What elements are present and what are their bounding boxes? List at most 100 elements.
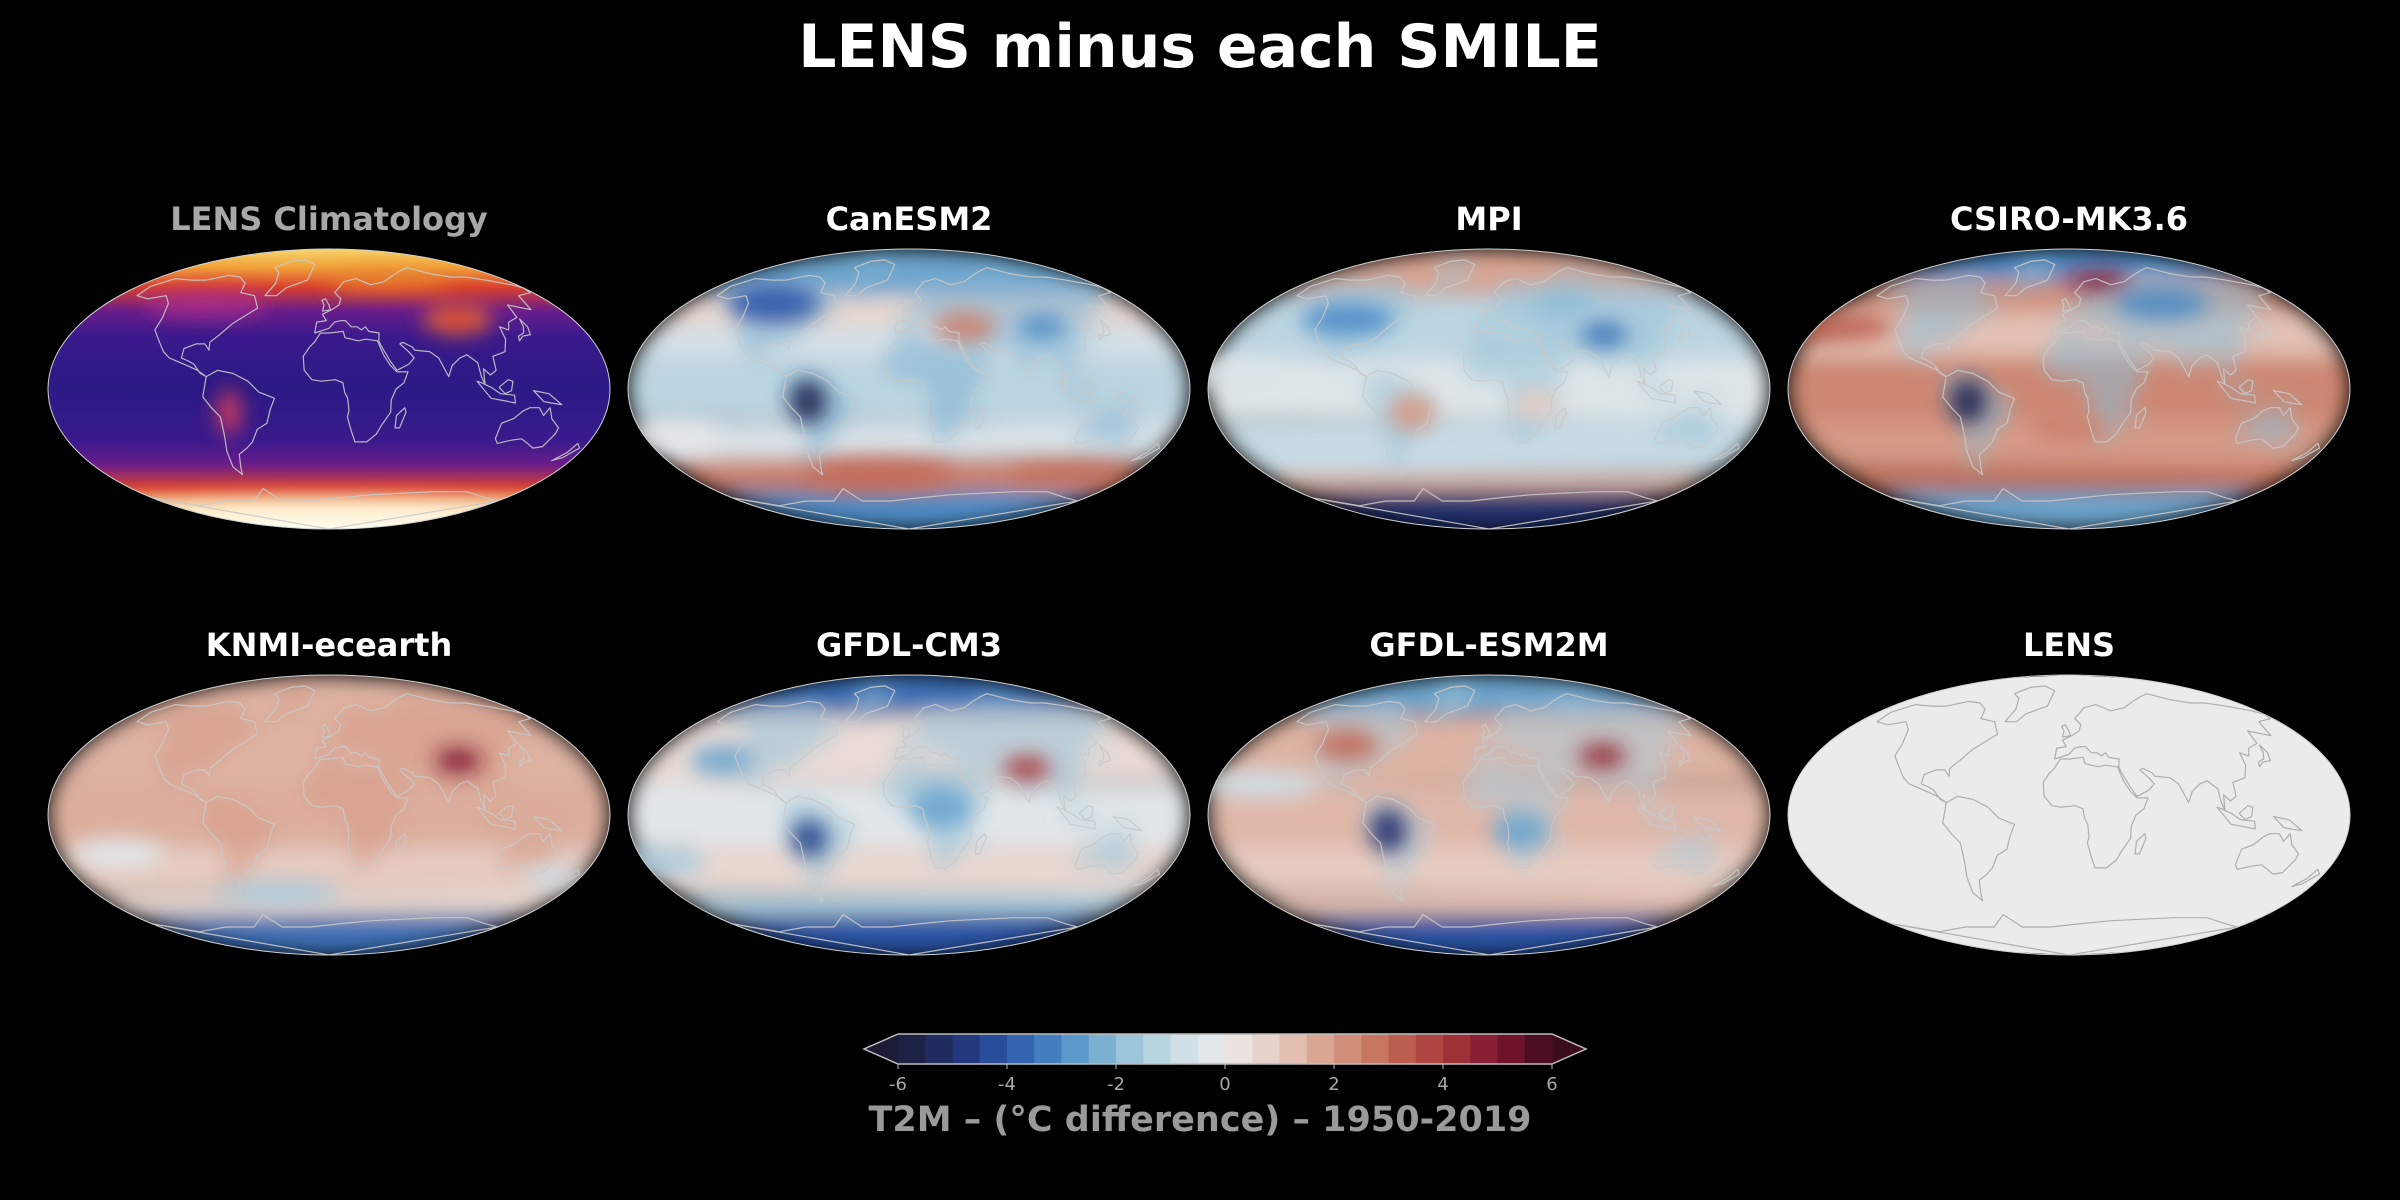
coastline-namerica [136, 274, 259, 378]
map-knmi-ecearth [47, 674, 611, 956]
coastline-newguinea [532, 816, 563, 832]
coastline-australia [1654, 407, 1720, 449]
coastline-antarctica [1891, 488, 2239, 529]
coastline-nz [1711, 442, 1741, 462]
map-csiro [1787, 248, 2351, 530]
colorbar-segment [1116, 1034, 1144, 1064]
colorbar-segment [1007, 1034, 1035, 1064]
coastline-samerica [202, 795, 276, 902]
coastline-japan [517, 318, 531, 342]
coastline-africa [2042, 330, 2149, 443]
colorbar-tick-label: -4 [998, 1074, 1016, 1095]
coastline-australia [494, 833, 560, 875]
coastline-eurasia [894, 267, 1112, 385]
coastline-nz [2291, 868, 2321, 888]
panel-title: MPI [1455, 200, 1523, 238]
colorbar-extend-low [864, 1034, 898, 1064]
colorbar-segment [1470, 1034, 1498, 1064]
colorbar-tick-label: 4 [1437, 1074, 1448, 1095]
coastline-britain [321, 724, 331, 738]
colorbar: -6 -4 -2 0 2 4 6 [860, 1026, 1590, 1146]
coastline-japan [1097, 318, 1111, 342]
coastline-namerica [136, 700, 259, 804]
coastline-australia [1074, 407, 1140, 449]
colorbar-segment [1361, 1034, 1389, 1064]
colorbar-tick-label: 0 [1219, 1074, 1230, 1095]
coastline-indonesia [1636, 806, 1676, 830]
panel-csiro: CSIRO-MK3.6 [1783, 200, 2355, 540]
colorbar-segment [925, 1034, 953, 1064]
coastline-samerica [782, 369, 856, 476]
coastline-nz [1131, 868, 1161, 888]
coastline-nz [2291, 442, 2321, 462]
panel-knmi-ecearth: KNMI-ecearth [43, 626, 615, 966]
coastline-indonesia [2216, 806, 2256, 830]
coastline-newguinea [1692, 390, 1723, 406]
coastline-indonesia [2216, 380, 2256, 404]
coastline-samerica [1362, 369, 1436, 476]
panel-canesm2: CanESM2 [623, 200, 1195, 540]
colorbar-segment [1170, 1034, 1199, 1064]
coastline-indonesia [1636, 380, 1676, 404]
colorbar-segment [1497, 1034, 1526, 1064]
coastline-africa [882, 756, 989, 869]
coastline-borneo [498, 805, 514, 821]
coastline-madagascar [1554, 833, 1567, 855]
coastline-africa [1462, 756, 1569, 869]
coastline-indonesia [1056, 380, 1096, 404]
coastline-newguinea [2272, 390, 2303, 406]
coastline-eurasia [1474, 693, 1692, 811]
panel-title: CanESM2 [825, 200, 993, 238]
coastline-africa [882, 330, 989, 443]
coastline-japan [2257, 744, 2271, 768]
colorbar-segment [952, 1034, 981, 1064]
figure-title: LENS minus each SMILE [798, 12, 1602, 82]
coastline-greenland [1424, 259, 1476, 297]
panel-title: LENS Climatology [170, 200, 488, 238]
coastline-namerica [1876, 274, 1999, 378]
coastline-africa [302, 756, 409, 869]
coastline-britain [2061, 298, 2071, 312]
panel-gfdl-cm3: GFDL-CM3 [623, 626, 1195, 966]
panel-gfdl-esm2m: GFDL-ESM2M [1203, 626, 1775, 966]
coastline-nz [1131, 442, 1161, 462]
colorbar-tick-label: 6 [1546, 1074, 1557, 1095]
coastline-namerica [1876, 700, 1999, 804]
coastline-antarctica [151, 914, 499, 955]
coastline-eurasia [1474, 267, 1692, 385]
panel-title: LENS [2022, 626, 2116, 664]
coastline-samerica [782, 795, 856, 902]
coastline-britain [321, 298, 331, 312]
coastline-eurasia [314, 267, 532, 385]
coastline-greenland [1424, 685, 1476, 723]
coastline-indonesia [476, 380, 516, 404]
colorbar-segment [1143, 1034, 1171, 1064]
colorbar-segment [1197, 1034, 1226, 1064]
coastline-indonesia [1056, 806, 1096, 830]
coastline-africa [1462, 330, 1569, 443]
colorbar-segment [1388, 1034, 1417, 1064]
coastline-greenland [844, 685, 896, 723]
colorbar-segment [1252, 1034, 1280, 1064]
coastline-madagascar [974, 407, 987, 429]
coastline-newguinea [1112, 390, 1143, 406]
coastline-britain [1481, 724, 1491, 738]
colorbar-segment [979, 1034, 1008, 1064]
coastline-japan [2257, 318, 2271, 342]
coastline-japan [1677, 318, 1691, 342]
colorbar-tick-label: 2 [1328, 1074, 1339, 1095]
coastline-greenland [264, 259, 316, 297]
panel-lens: LENS [1783, 626, 2355, 966]
colorbar-segment [1334, 1034, 1362, 1064]
coastline-madagascar [2134, 833, 2147, 855]
coastline-borneo [1658, 805, 1674, 821]
colorbar-segment [1088, 1034, 1117, 1064]
coastline-nz [551, 442, 581, 462]
coastline-samerica [202, 369, 276, 476]
coastline-antarctica [1311, 914, 1659, 955]
panel-title: CSIRO-MK3.6 [1949, 200, 2189, 238]
colorbar-segment [1034, 1034, 1062, 1064]
coastline-borneo [2238, 379, 2254, 395]
coastline-antarctica [151, 488, 499, 529]
map-lens [1787, 674, 2351, 956]
